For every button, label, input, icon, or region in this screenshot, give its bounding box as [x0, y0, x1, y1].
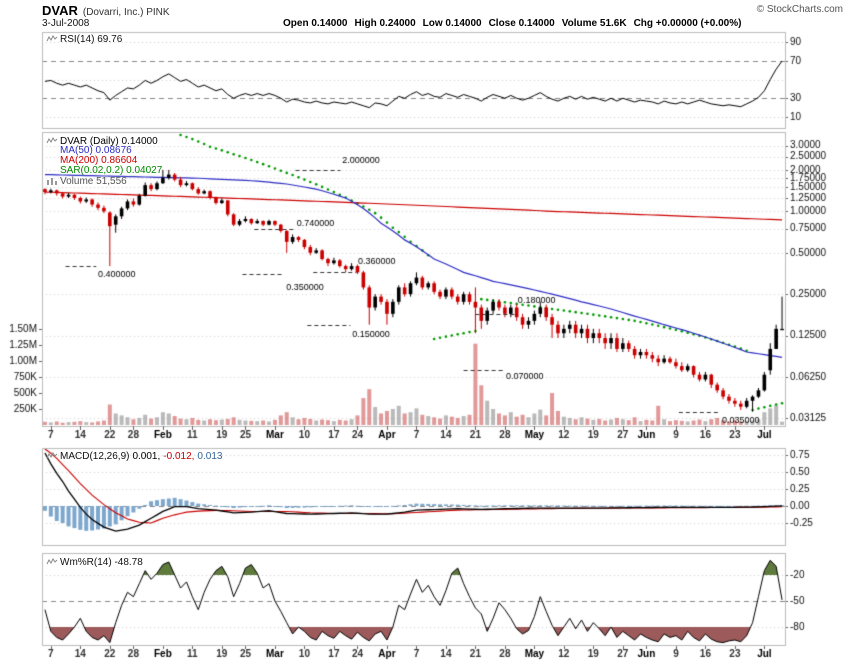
quote-low: Low 0.14000: [422, 18, 482, 29]
legend-label: DVAR (Daily) 0.14000: [60, 136, 158, 147]
williams-r-legend: Wm%R(14) -48.78: [46, 557, 143, 569]
ohlc-quote-bar: Open 0.14000 High 0.24000 Low 0.14000 Close…: [283, 18, 748, 29]
quote-high: High 0.24000: [354, 18, 416, 29]
quote-chg: Chg +0.00000 (+0.00%): [633, 18, 742, 29]
indicator-bars-icon: [46, 176, 58, 188]
symbol-text: DVAR: [42, 3, 78, 18]
williams-r-legend-text: Wm%R(14) -48.78: [60, 557, 143, 568]
ticker-symbol: DVAR (Dovarri, Inc.) PINK: [42, 3, 170, 18]
macd-legend: MACD(12,26,9) 0.001, -0.012, 0.013: [46, 451, 222, 463]
company-name: (Dovarri, Inc.) PINK: [82, 7, 170, 18]
legend-label: SAR(0.02,0.2) 0.04027: [60, 165, 163, 176]
indicator-line-icon: [46, 557, 58, 569]
indicator-line-icon: [46, 451, 58, 463]
indicator-line-icon: [46, 136, 58, 148]
macd-value: 0.013: [197, 451, 223, 462]
quote-volume: Volume 51.6K: [561, 18, 627, 29]
macd-values: 0.001, -0.012, 0.013: [129, 451, 222, 462]
macd-value: 0.001,: [132, 451, 161, 462]
chart-date: 3-Jul-2008: [42, 18, 90, 29]
indicator-line-icon: [46, 34, 58, 46]
legend-row: MA(50) 0.08676: [46, 146, 162, 156]
legend-label: MA(50) 0.08676: [60, 145, 132, 156]
legend-label: Volume 51,556: [60, 176, 127, 187]
rsi-legend-text: RSI(14) 69.76: [60, 34, 123, 45]
stockcharts-credit: © StockCharts.com: [756, 4, 843, 15]
macd-value: -0.012,: [163, 451, 195, 462]
rsi-legend: RSI(14) 69.76: [46, 34, 122, 46]
price-panel-legend: DVAR (Daily) 0.14000 MA(50) 0.08676 MA(200…: [46, 136, 162, 188]
quote-close: Close 0.14000: [488, 18, 555, 29]
macd-name: MACD(12,26,9): [60, 451, 130, 462]
quote-open: Open 0.14000: [283, 18, 348, 29]
legend-row: DVAR (Daily) 0.14000: [46, 136, 162, 148]
legend-label: MA(200) 0.86604: [60, 155, 138, 166]
legend-row: SAR(0.02,0.2) 0.04027: [46, 166, 162, 176]
legend-row: MA(200) 0.86604: [46, 156, 162, 166]
legend-row: Volume 51,556: [46, 176, 162, 188]
